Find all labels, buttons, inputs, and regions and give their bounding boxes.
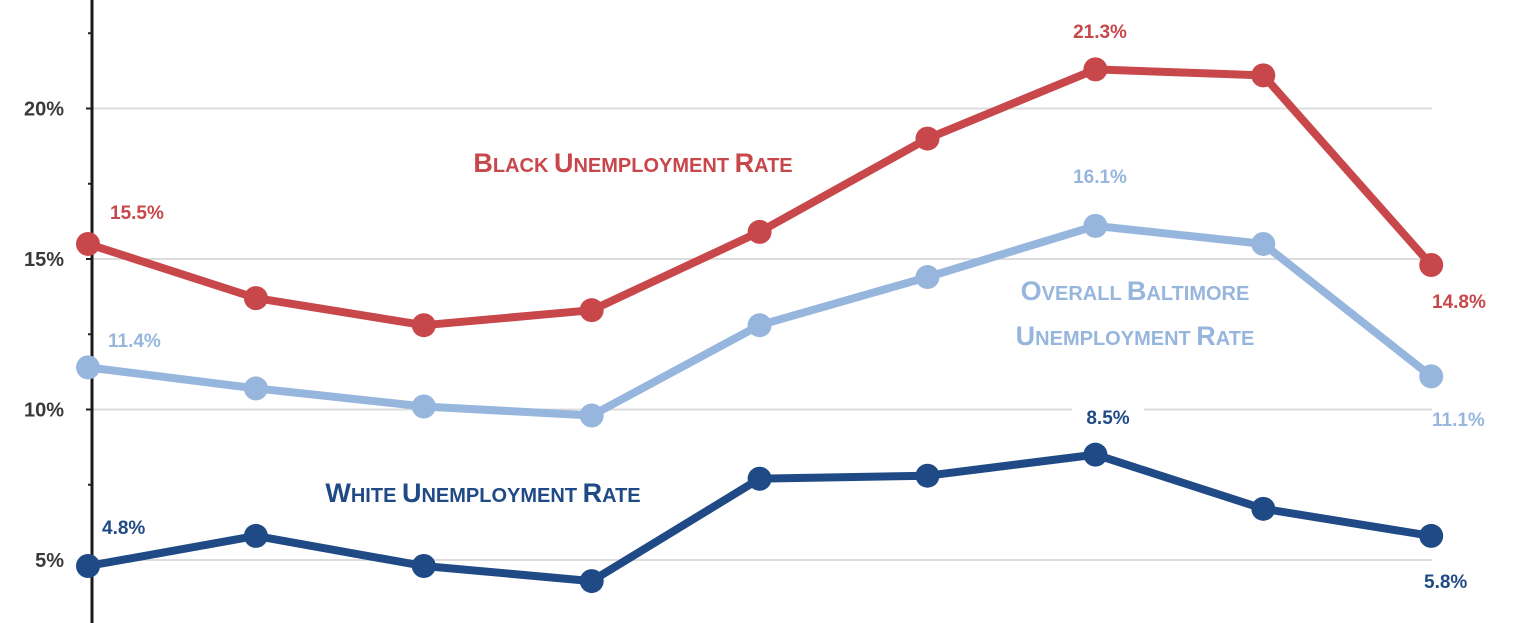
- data-point: [915, 126, 940, 151]
- data-label: 5.8%: [1424, 572, 1467, 593]
- data-point: [747, 219, 772, 244]
- y-tick-label: 20%: [24, 99, 64, 121]
- data-label-backdrop: [1072, 404, 1144, 430]
- y-tick-label: 5%: [35, 550, 64, 572]
- data-point: [579, 403, 604, 428]
- data-label: 4.8%: [102, 518, 145, 539]
- series-label-overall-line1-backdrop: [985, 274, 1285, 310]
- series-label-black: BLACK UNEMPLOYMENT RATE: [473, 148, 792, 178]
- data-label: 11.4%: [108, 331, 161, 352]
- data-point: [243, 523, 268, 548]
- data-point: [747, 313, 772, 338]
- data-point: [411, 313, 436, 338]
- y-tick-label: 15%: [24, 249, 64, 271]
- y-tick-label: 10%: [24, 400, 64, 422]
- data-point: [1419, 253, 1444, 278]
- data-label: 16.1%: [1073, 167, 1127, 188]
- data-point: [1083, 442, 1108, 467]
- data-label: 14.8%: [1432, 292, 1486, 313]
- data-point: [1251, 231, 1276, 256]
- data-point: [1251, 496, 1276, 521]
- data-point: [76, 554, 100, 579]
- data-label: 11.1%: [1432, 410, 1485, 431]
- data-point: [1083, 57, 1108, 82]
- data-label: 15.5%: [110, 203, 164, 224]
- data-point: [243, 286, 268, 311]
- data-point: [1419, 523, 1444, 548]
- data-point: [915, 463, 940, 488]
- series-label-overall-line1: OVERALL BALTIMORE: [1021, 276, 1250, 306]
- data-point: [915, 265, 940, 290]
- data-point: [579, 298, 604, 323]
- data-point: [411, 554, 436, 579]
- data-point: [579, 569, 604, 594]
- series-label-overall-line2: UNEMPLOYMENT RATE: [1016, 321, 1255, 351]
- data-point: [747, 466, 772, 491]
- data-point: [76, 355, 100, 380]
- data-label: 8.5%: [1086, 408, 1129, 429]
- series-label-overall-line2-backdrop: [975, 319, 1295, 355]
- series-label-white: WHITE UNEMPLOYMENT RATE: [325, 478, 640, 508]
- data-point: [76, 231, 100, 256]
- data-point: [1419, 364, 1444, 389]
- data-label: 21.3%: [1073, 22, 1127, 43]
- data-point: [1251, 63, 1276, 88]
- data-point: [243, 376, 268, 401]
- data-point: [1083, 213, 1108, 238]
- data-point: [411, 394, 436, 419]
